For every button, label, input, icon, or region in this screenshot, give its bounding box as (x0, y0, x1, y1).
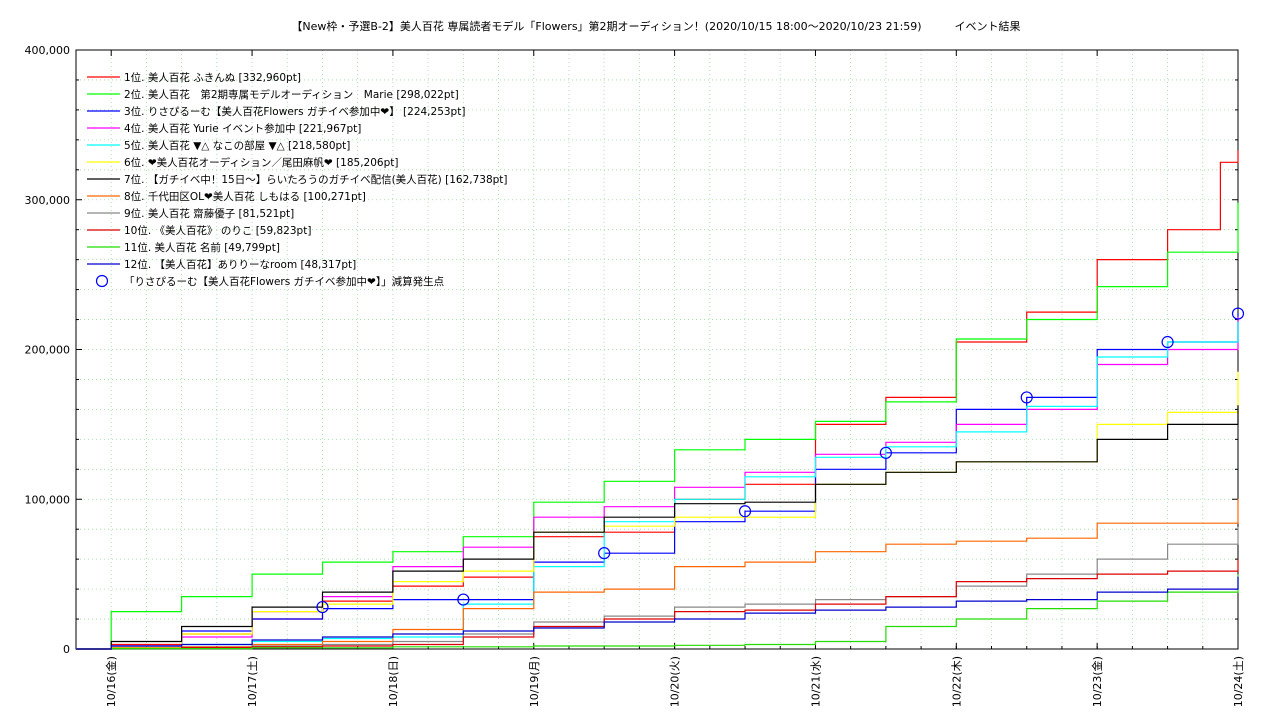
subtraction-marker (1161, 335, 1174, 349)
x-tick-label: 10/17(土) (246, 656, 259, 707)
marker-group (316, 307, 1245, 614)
legend-label-12: 12位. 【美人百花】ありりーなroom [48,317pt] (124, 258, 356, 271)
y-tick-label: 200,000 (25, 344, 71, 357)
subtraction-marker (457, 593, 470, 606)
x-tick-label: 10/16(金) (104, 656, 118, 707)
legend: 1位. 美人百花 ふきんぬ [332,960pt] 2位. 美人百花 第2期専属モ… (87, 71, 508, 288)
legend-label-10: 10位. 《美人百花》 のりこ [59,823pt] (124, 224, 311, 237)
subtraction-marker (879, 446, 892, 459)
legend-label-6: 6位. ❤美人百花オーディション／尾田麻帆❤ [185,206pt] (124, 156, 398, 169)
x-tick-label: 10/23(金) (1090, 656, 1104, 707)
series-line-10 (76, 559, 1239, 650)
y-tick-label: 100,000 (25, 493, 71, 506)
legend-label-8: 8位. 千代田区OL❤美人百花 しもはる [100,271pt] (124, 190, 366, 203)
legend-marker-swatch (95, 274, 109, 288)
legend-label-2: 2位. 美人百花 第2期専属モデルオーディション Marie [298,022p… (124, 88, 459, 101)
x-tick-label: 10/22(木) (950, 656, 963, 707)
series-line-2 (76, 202, 1239, 650)
subtraction-marker (1231, 307, 1245, 320)
series-group (76, 150, 1239, 650)
subtraction-marker (316, 600, 329, 614)
series-line-12 (76, 576, 1239, 650)
legend-label-9: 9位. 美人百花 齋藤優子 [81,521pt] (124, 207, 294, 220)
series-line-6 (76, 371, 1239, 650)
subtraction-marker (598, 547, 611, 560)
chart-title: 【New枠・予選B-2】美人百花 専属読者モデル「Flowers」第2期オーディ… (291, 19, 1020, 33)
y-tick-label: 400,000 (25, 44, 71, 57)
legend-label-7: 7位. 【ガチイベ中！15日〜】らいたろうのガチイベ配信(美人百花) [162,… (124, 173, 508, 186)
legend-label-11: 11位. 美人百花 名前 [49,799pt] (124, 241, 280, 254)
series-line-7 (76, 405, 1239, 650)
legend-label-3: 3位. りさぴるーむ【美人百花Flowers ガチイベ参加中❤】 [224,25… (124, 105, 465, 118)
x-tick-label: 10/19(月) (528, 656, 541, 707)
subtraction-marker (1020, 391, 1033, 404)
y-tick-label: 300,000 (25, 194, 71, 207)
legend-label-5: 5位. 美人百花 ▼△ なこの部屋 ▼△ [218,580pt] (124, 139, 350, 152)
subtraction-marker (738, 505, 752, 518)
x-tick-label: 10/18(日) (387, 656, 400, 707)
y-tick-label: 0 (63, 643, 70, 656)
axes: 0 100,000 200,000 300,000 400,000 10/16(金) 10/… (25, 44, 1246, 707)
legend-label-1: 1位. 美人百花 ふきんぬ [332,960pt] (124, 71, 301, 84)
x-tick-label: 10/24(土) (1232, 656, 1245, 707)
x-tick-label: 10/21(水) (809, 656, 822, 707)
series-line-11 (76, 574, 1239, 650)
legend-label-4: 4位. 美人百花 Yurie イベント参加中 [221,967pt] (124, 122, 361, 135)
x-tick-label: 10/20(火) (669, 656, 682, 707)
legend-marker-label: 「りさぴるーむ【美人百花Flowers ガチイベ参加中❤】」減算発生点 (124, 275, 444, 288)
